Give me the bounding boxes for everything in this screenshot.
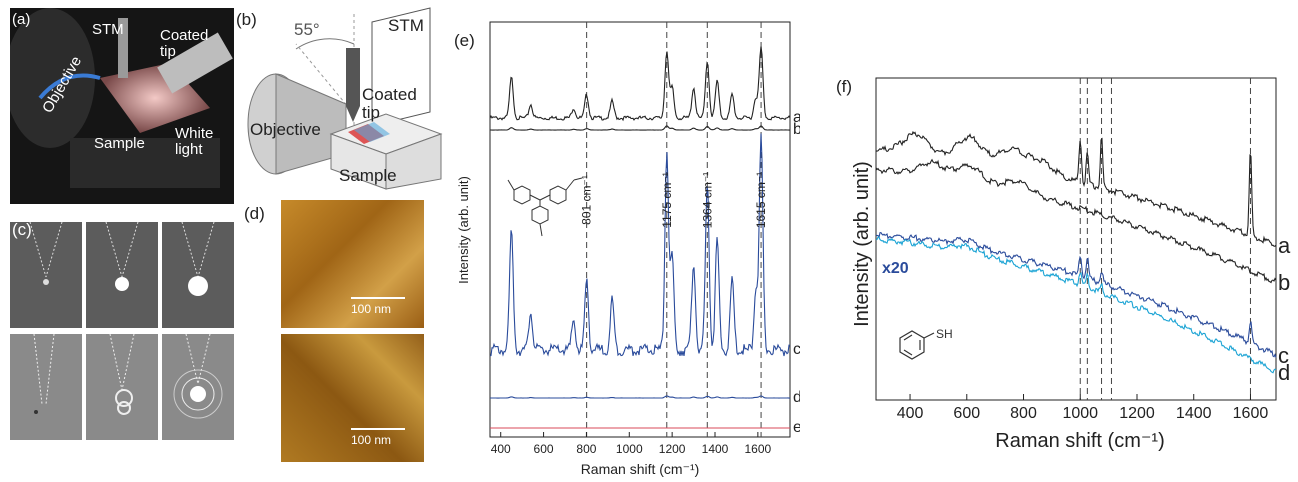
panel-b-schematic: (b) 55° STM Coated tip Objective Sample: [236, 4, 446, 194]
label-sample: Sample: [94, 136, 145, 152]
scalebar-bottom-label: 100 nm: [351, 433, 391, 447]
scalebar-bottom: [351, 428, 405, 430]
label-coated-tip-b: Coated tip: [362, 86, 417, 122]
series-name-b: b: [793, 121, 800, 138]
annotation-x20: x20: [882, 260, 909, 277]
series-line-d: [490, 396, 790, 398]
x-tick-label: 1000: [1062, 405, 1098, 422]
peak-label: 1175 cm⁻¹: [660, 172, 674, 227]
panel-d-label: (d): [244, 204, 265, 224]
x-tick-label: 1400: [702, 442, 729, 456]
ylabel-e: Intensity (arb. unit): [456, 176, 471, 284]
series-name-a: a: [1278, 233, 1291, 258]
series-line-d: [876, 237, 1276, 373]
peak-label: 801 cm⁻¹: [580, 175, 594, 225]
label-white-light: White light: [175, 126, 213, 158]
molecule-f: [900, 331, 934, 359]
x-tick-label: 400: [897, 405, 924, 422]
series-name-b: b: [1278, 270, 1290, 295]
molecule-e: [508, 178, 582, 236]
series-line-b: [490, 126, 790, 130]
xlabel-e: Raman shift (cm⁻¹): [581, 461, 700, 477]
ylabel-f: Intensity (arb. unit): [851, 161, 873, 327]
series-name-c: c: [793, 341, 800, 358]
panel-a-photo: (a) STM Coated tip Objective Sample Whit…: [10, 8, 234, 204]
series-name-d: d: [793, 389, 800, 406]
x-tick-label: 600: [534, 442, 554, 456]
label-coated-tip: Coated tip: [160, 28, 208, 60]
x-tick-label: 1400: [1176, 405, 1212, 422]
series-name-e: e: [793, 419, 800, 436]
plot-frame-e: [490, 22, 790, 437]
panel-c-cell: [86, 334, 158, 440]
label-stm: STM: [92, 22, 124, 38]
panel-e-label: (e): [454, 31, 475, 50]
label-stm-b: STM: [388, 16, 424, 36]
panel-d-afm: 100 nm 100 nm: [281, 200, 424, 462]
panel-c-cell: [10, 334, 82, 440]
series-line-a: [490, 46, 790, 120]
x-tick-label: 1600: [745, 442, 772, 456]
panel-c-cell: [86, 222, 158, 328]
label-objective-b: Objective: [250, 120, 321, 140]
panel-c-cell: [162, 222, 234, 328]
x-tick-label: 1600: [1233, 405, 1269, 422]
x-tick-label: 800: [576, 442, 596, 456]
chart-e: (e) 801 cm⁻¹ 1175 cm⁻¹ 1364 cm⁻¹ 1615 cm⁻¹ …: [450, 0, 800, 482]
panel-c-cell: [162, 334, 234, 440]
x-tick-label: 1000: [616, 442, 643, 456]
molecule-sh-label: SH: [936, 327, 953, 341]
scalebar-top: [351, 297, 405, 299]
label-sample-b: Sample: [339, 166, 397, 186]
x-tick-label: 1200: [1119, 405, 1155, 422]
panel-c-label: (c): [12, 220, 32, 240]
xlabel-f: Raman shift (cm⁻¹): [995, 430, 1164, 452]
panel-f-label: (f): [836, 77, 852, 96]
series-line-c: [490, 134, 790, 357]
series-line-a: [876, 132, 1276, 246]
panel-b-label: (b): [236, 10, 257, 30]
panel-c-grid: (c): [10, 222, 234, 440]
plot-frame-f: [876, 78, 1276, 400]
angle-label: 55°: [294, 20, 320, 40]
peak-label: 1615 cm⁻¹: [754, 172, 768, 228]
x-tick-label: 800: [1010, 405, 1037, 422]
x-tick-label: 400: [491, 442, 511, 456]
scalebar-top-label: 100 nm: [351, 302, 391, 316]
x-tick-label: 1200: [659, 442, 686, 456]
panel-a-label: (a): [12, 12, 30, 28]
peak-label: 1364 cm⁻¹: [700, 172, 714, 228]
x-tick-label: 600: [953, 405, 980, 422]
series-name-d: d: [1278, 360, 1290, 385]
